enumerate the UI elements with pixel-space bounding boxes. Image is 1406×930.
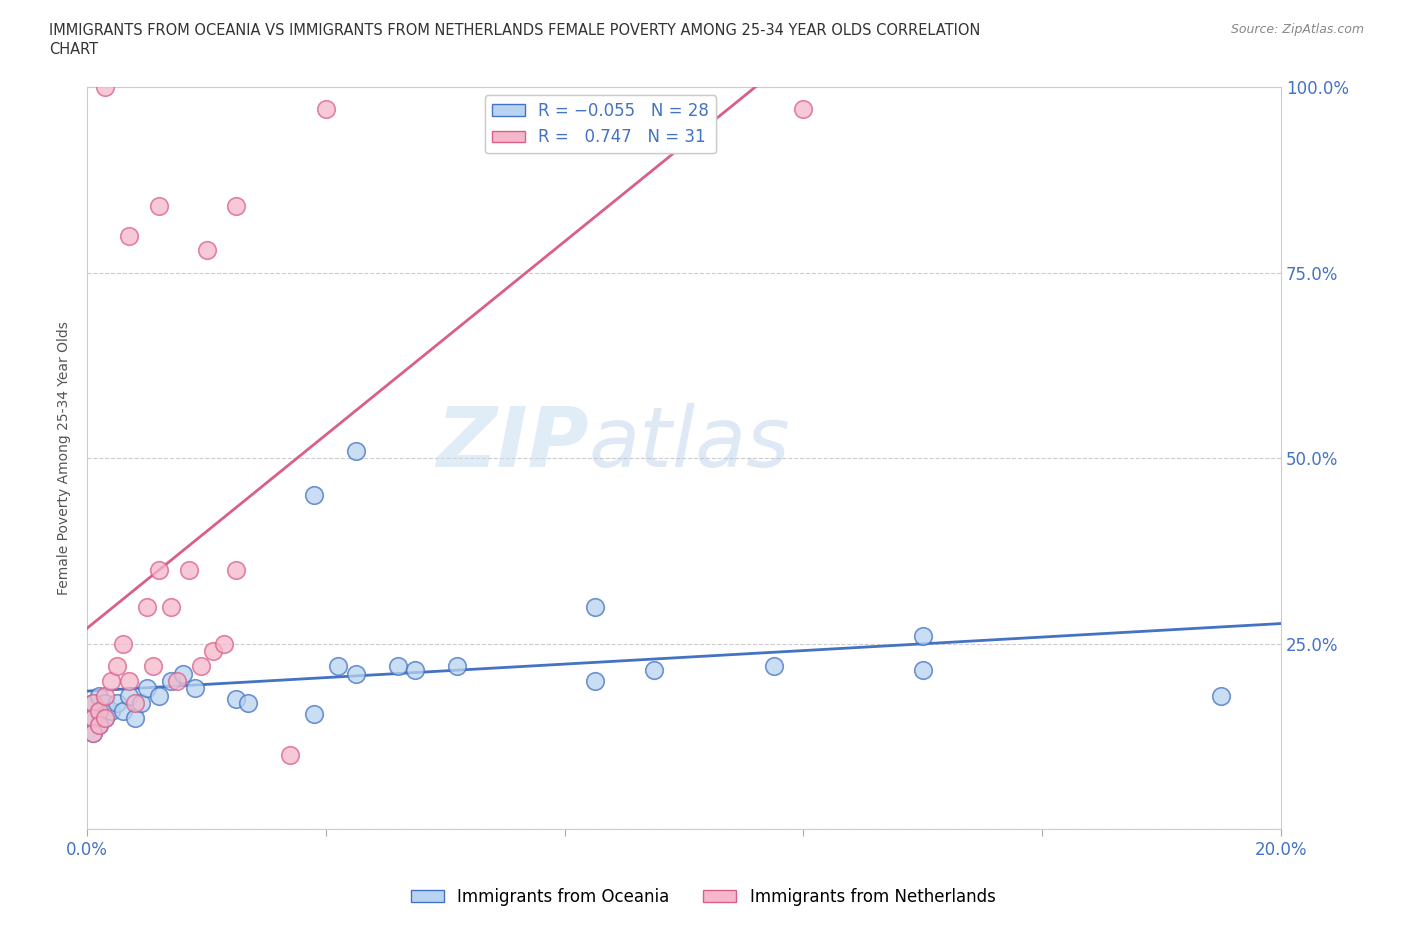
Point [87, 688, 110, 703]
Point [148, 198, 170, 213]
Point [87, 703, 110, 718]
Point [87, 703, 110, 718]
Point [129, 696, 152, 711]
Point [344, 444, 367, 458]
Point [315, 102, 337, 117]
Point [1211, 688, 1233, 703]
Point [326, 658, 349, 673]
Point [238, 696, 260, 711]
Point [82, 725, 104, 740]
Point [792, 102, 814, 117]
Point [225, 692, 247, 707]
Point [100, 673, 122, 688]
Point [94, 696, 117, 711]
Point [159, 673, 181, 688]
Point [111, 703, 134, 718]
Point [446, 658, 468, 673]
Point [118, 688, 141, 703]
Point [302, 488, 325, 503]
Point [118, 228, 141, 243]
Legend: R = −0.055   N = 28, R =   0.747   N = 31: R = −0.055 N = 28, R = 0.747 N = 31 [485, 96, 716, 153]
Text: ZIP: ZIP [436, 403, 589, 484]
Point [911, 629, 934, 644]
Point [135, 599, 157, 614]
Point [82, 725, 104, 740]
Point [87, 718, 110, 733]
Point [225, 198, 247, 213]
Point [225, 562, 247, 577]
Point [643, 662, 665, 677]
Point [344, 666, 367, 681]
Legend: Immigrants from Oceania, Immigrants from Netherlands: Immigrants from Oceania, Immigrants from… [404, 881, 1002, 912]
Point [94, 711, 117, 725]
Point [135, 681, 157, 696]
Point [911, 662, 934, 677]
Point [404, 662, 426, 677]
Point [105, 696, 128, 711]
Point [195, 243, 218, 258]
Point [148, 562, 170, 577]
Point [94, 711, 117, 725]
Point [148, 688, 170, 703]
Point [87, 718, 110, 733]
Point [159, 599, 181, 614]
Point [124, 711, 146, 725]
Point [387, 658, 409, 673]
Point [302, 707, 325, 722]
Point [94, 80, 117, 95]
Text: CHART: CHART [49, 42, 98, 57]
Text: atlas: atlas [589, 403, 790, 484]
Point [166, 673, 188, 688]
Point [105, 658, 128, 673]
Y-axis label: Female Poverty Among 25-34 Year Olds: Female Poverty Among 25-34 Year Olds [58, 321, 72, 595]
Point [190, 658, 212, 673]
Point [82, 711, 104, 725]
Point [583, 673, 606, 688]
Point [111, 636, 134, 651]
Point [118, 673, 141, 688]
Point [100, 703, 122, 718]
Point [278, 748, 301, 763]
Point [172, 666, 194, 681]
Point [82, 711, 104, 725]
Point [142, 658, 165, 673]
Point [124, 696, 146, 711]
Text: IMMIGRANTS FROM OCEANIA VS IMMIGRANTS FROM NETHERLANDS FEMALE POVERTY AMONG 25-3: IMMIGRANTS FROM OCEANIA VS IMMIGRANTS FR… [49, 23, 980, 38]
Text: Source: ZipAtlas.com: Source: ZipAtlas.com [1230, 23, 1364, 36]
Point [94, 688, 117, 703]
Point [183, 681, 205, 696]
Point [214, 636, 236, 651]
Point [201, 644, 224, 658]
Point [762, 658, 785, 673]
Point [177, 562, 200, 577]
Point [583, 599, 606, 614]
Point [82, 696, 104, 711]
Point [82, 696, 104, 711]
